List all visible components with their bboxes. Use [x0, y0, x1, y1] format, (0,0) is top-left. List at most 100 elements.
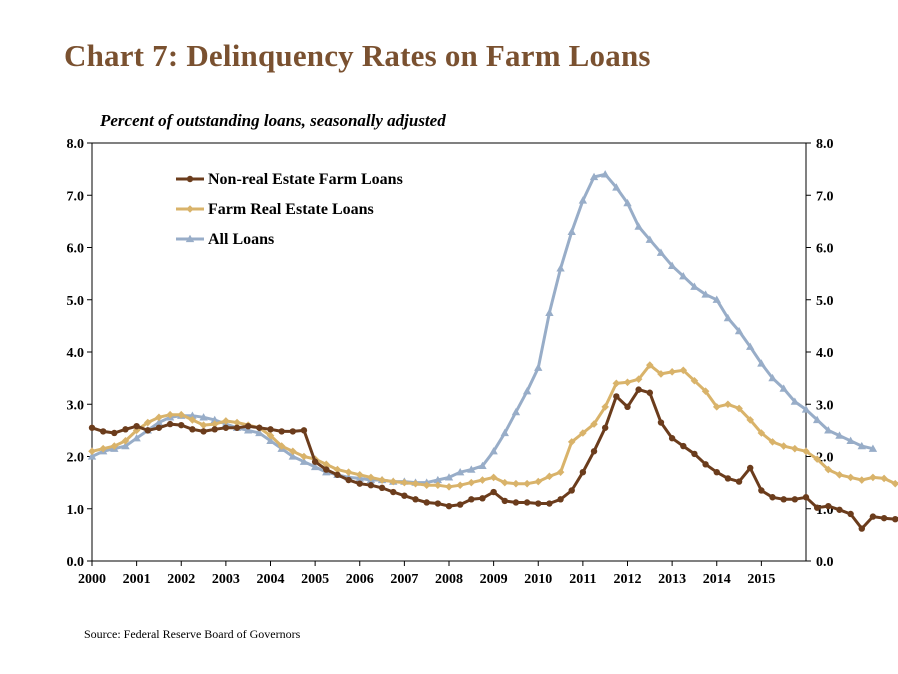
data-point [691, 450, 698, 458]
data-point [523, 479, 531, 488]
x-tick-label: 2001 [123, 572, 151, 587]
data-point [589, 172, 599, 181]
data-point [345, 476, 352, 484]
data-point [857, 441, 866, 450]
data-point [846, 473, 855, 482]
data-point [144, 427, 151, 434]
data-point [712, 403, 721, 411]
data-point [155, 424, 163, 431]
data-point [768, 373, 777, 382]
data-point [724, 475, 732, 482]
data-point [523, 499, 531, 506]
data-point [567, 227, 576, 235]
data-point [434, 500, 442, 507]
x-tick-label: 2002 [167, 572, 195, 587]
data-point [668, 368, 676, 376]
data-point [178, 421, 185, 429]
data-point [858, 525, 865, 532]
data-point [378, 484, 386, 492]
data-point [132, 434, 141, 442]
data-point [690, 376, 699, 385]
data-point [579, 468, 587, 476]
data-point [256, 424, 263, 431]
data-point [367, 482, 375, 489]
data-point [892, 516, 898, 523]
data-point [99, 444, 107, 453]
y-tick-label-right: 6.0 [816, 242, 834, 257]
series-line [91, 388, 898, 531]
data-point [735, 478, 743, 485]
data-point [367, 473, 375, 482]
data-point [468, 496, 475, 503]
data-point [634, 222, 643, 230]
legend-label: Non-real Estate Farm Loans [208, 171, 403, 188]
data-point [801, 405, 811, 413]
data-point [445, 483, 453, 491]
data-point [121, 441, 130, 450]
data-point [478, 476, 487, 484]
data-point [300, 427, 308, 434]
y-tick-label-left: 0.0 [67, 555, 85, 570]
x-tick-label: 2007 [390, 572, 418, 587]
data-point [880, 514, 888, 522]
y-tick-label-right: 8.0 [816, 137, 834, 152]
data-point [434, 481, 442, 490]
data-point [646, 389, 654, 396]
data-point [188, 416, 197, 424]
data-point [758, 487, 765, 494]
data-point [322, 460, 331, 469]
data-point [355, 470, 364, 479]
data-point [255, 428, 264, 437]
y-tick-label-left: 6.0 [67, 242, 85, 257]
series-2 [87, 170, 878, 486]
data-point [880, 474, 888, 483]
data-point [623, 198, 632, 207]
data-point [88, 447, 96, 456]
data-point [667, 261, 677, 269]
data-point [501, 497, 508, 505]
data-point [199, 421, 208, 429]
data-point [500, 478, 509, 487]
data-point [824, 465, 833, 474]
legend-marker [186, 205, 194, 213]
data-point [233, 418, 241, 427]
data-point [712, 295, 721, 303]
y-tick-label-right: 0.0 [816, 555, 834, 570]
data-point [780, 496, 787, 503]
data-point [267, 426, 274, 433]
data-point [546, 500, 553, 507]
data-point [679, 272, 688, 280]
data-point [334, 471, 341, 478]
data-point [411, 479, 420, 488]
data-point [121, 437, 130, 445]
chart-subtitle: Percent of outstanding loans, seasonally… [100, 111, 446, 130]
data-point [110, 442, 119, 450]
data-point [390, 488, 397, 496]
data-point [154, 418, 164, 426]
data-point [624, 403, 631, 411]
y-tick-label-left: 7.0 [67, 189, 85, 204]
data-point [423, 499, 430, 506]
data-point [825, 502, 832, 510]
data-point [111, 429, 118, 437]
y-tick-label-right: 5.0 [816, 294, 834, 309]
data-point [99, 428, 107, 435]
x-tick-label: 2008 [435, 572, 463, 587]
data-point [211, 426, 218, 433]
data-point [846, 436, 855, 444]
data-point [88, 424, 96, 431]
y-tick-label-right: 4.0 [816, 346, 834, 361]
data-point [746, 342, 755, 350]
data-point [545, 472, 554, 481]
x-tick-label: 2000 [78, 572, 106, 587]
data-point [166, 410, 174, 419]
x-tick-label: 2009 [480, 572, 508, 587]
data-point [233, 424, 241, 431]
chart-title: Chart 7: Delinquency Rates on Farm Loans [64, 38, 651, 73]
data-point [389, 477, 398, 486]
data-point [813, 504, 821, 511]
data-point [656, 248, 666, 256]
data-point [791, 444, 799, 453]
y-tick-label-left: 2.0 [67, 451, 85, 466]
